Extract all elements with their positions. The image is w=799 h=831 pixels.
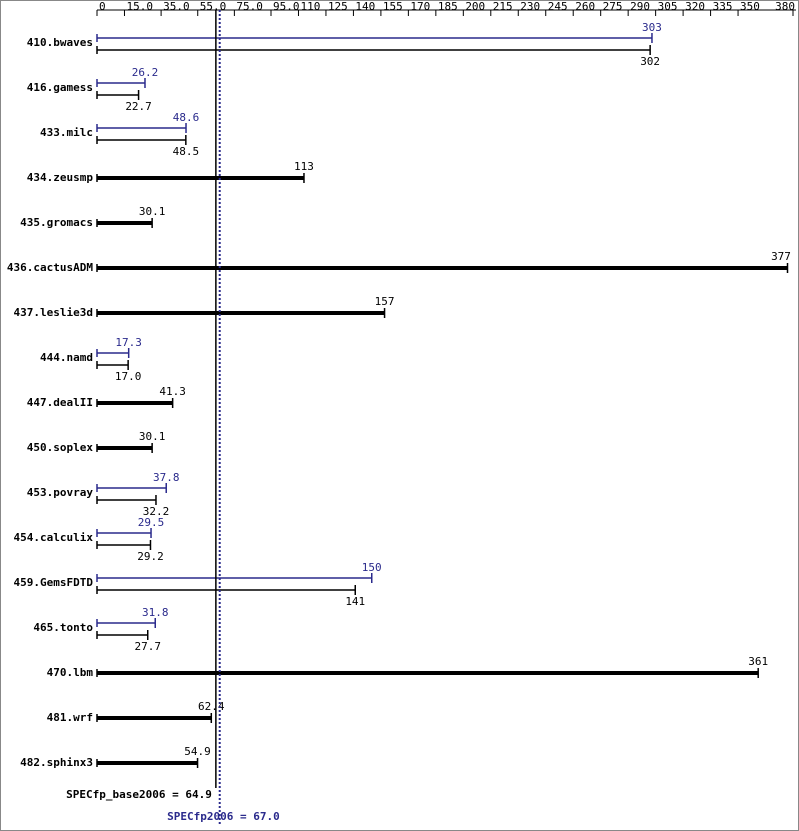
value-label: 113: [294, 160, 314, 173]
category-label: 450.soplex: [27, 441, 94, 454]
bar: [96, 443, 153, 453]
value-label: 41.3: [159, 385, 186, 398]
x-tick-label: 260: [575, 0, 595, 13]
base-value-label: 141: [345, 595, 365, 608]
bar: [96, 348, 130, 358]
peak-value-label: 48.6: [173, 111, 200, 124]
bar: [96, 528, 152, 538]
bar: [96, 483, 167, 493]
base-value-label: 29.2: [137, 550, 164, 563]
category-label: 453.povray: [27, 486, 94, 499]
base-value-label: 22.7: [125, 100, 152, 113]
x-tick-label: 305: [658, 0, 678, 13]
peak-value-label: 31.8: [142, 606, 169, 619]
bar: [96, 585, 357, 595]
bar: [96, 173, 305, 183]
bar: [96, 263, 789, 273]
category-label: 437.leslie3d: [14, 306, 93, 319]
value-label: 30.1: [139, 430, 166, 443]
value-label: 30.1: [139, 205, 166, 218]
category-label: 470.lbm: [47, 666, 94, 679]
bar: [96, 495, 157, 505]
category-label: 459.GemsFDTD: [14, 576, 94, 589]
x-tick-label: 215: [493, 0, 513, 13]
peak-value-label: 17.3: [115, 336, 142, 349]
x-tick-label: 230: [520, 0, 540, 13]
bar: [96, 668, 759, 678]
bar: [96, 758, 199, 768]
x-tick-label: 55.0: [200, 0, 227, 13]
x-tick-label: 35.0: [163, 0, 190, 13]
category-label: 444.namd: [40, 351, 93, 364]
category-label: 436.cactusADM: [7, 261, 93, 274]
bar: [96, 218, 153, 228]
base-value-label: 27.7: [134, 640, 161, 653]
base-value-label: 48.5: [173, 145, 200, 158]
x-tick-label: 335: [713, 0, 733, 13]
x-tick-label: 140: [355, 0, 375, 13]
bar: [96, 33, 653, 43]
bar: [96, 360, 129, 370]
x-tick-label: 15.0: [126, 0, 153, 13]
x-tick-label: 320: [685, 0, 705, 13]
x-tick-label: 380: [775, 0, 795, 13]
category-label: 482.sphinx3: [20, 756, 93, 769]
x-tick-label: 170: [410, 0, 430, 13]
reference-label: SPECfp_base2006 = 64.9: [66, 788, 212, 801]
category-label: 434.zeusmp: [27, 171, 94, 184]
value-label: 54.9: [184, 745, 211, 758]
category-label: 435.gromacs: [20, 216, 93, 229]
value-label: 157: [375, 295, 395, 308]
category-label: 433.milc: [40, 126, 93, 139]
category-label: 465.tonto: [33, 621, 93, 634]
bar: [96, 123, 187, 133]
base-value-label: 302: [640, 55, 660, 68]
peak-value-label: 150: [362, 561, 382, 574]
bar: [96, 398, 174, 408]
x-tick-label: 110: [300, 0, 320, 13]
category-label: 447.dealII: [27, 396, 93, 409]
x-tick-label: 200: [465, 0, 485, 13]
peak-value-label: 37.8: [153, 471, 180, 484]
bar: [96, 713, 213, 723]
x-tick-label: 155: [383, 0, 403, 13]
bar: [96, 135, 187, 145]
x-tick-label: 0: [99, 0, 106, 13]
bar: [96, 78, 146, 88]
x-tick-label: 245: [548, 0, 568, 13]
value-label: 361: [748, 655, 768, 668]
x-tick-label: 290: [630, 0, 650, 13]
bar: [96, 540, 152, 550]
x-tick-label: 185: [438, 0, 458, 13]
category-label: 410.bwaves: [27, 36, 93, 49]
category-label: 454.calculix: [14, 531, 94, 544]
x-tick-label: 95.0: [273, 0, 300, 13]
category-label: 481.wrf: [47, 711, 93, 724]
base-value-label: 17.0: [115, 370, 142, 383]
base-value-label: 32.2: [143, 505, 170, 518]
value-label: 62.4: [198, 700, 225, 713]
bar: [96, 308, 386, 318]
bar: [96, 90, 140, 100]
value-label: 377: [771, 250, 791, 263]
x-tick-label: 275: [603, 0, 623, 13]
x-tick-label: 350: [740, 0, 760, 13]
category-label: 416.gamess: [27, 81, 93, 94]
peak-value-label: 29.5: [138, 516, 165, 529]
bar: [96, 45, 651, 55]
reference-label: SPECfp2006 = 67.0: [167, 810, 280, 823]
bar: [96, 618, 156, 628]
x-tick-label: 125: [328, 0, 348, 13]
bar: [96, 573, 373, 583]
bar: [96, 630, 149, 640]
peak-value-label: 303: [642, 21, 662, 34]
x-tick-label: 75.0: [236, 0, 262, 13]
peak-value-label: 26.2: [132, 66, 159, 79]
